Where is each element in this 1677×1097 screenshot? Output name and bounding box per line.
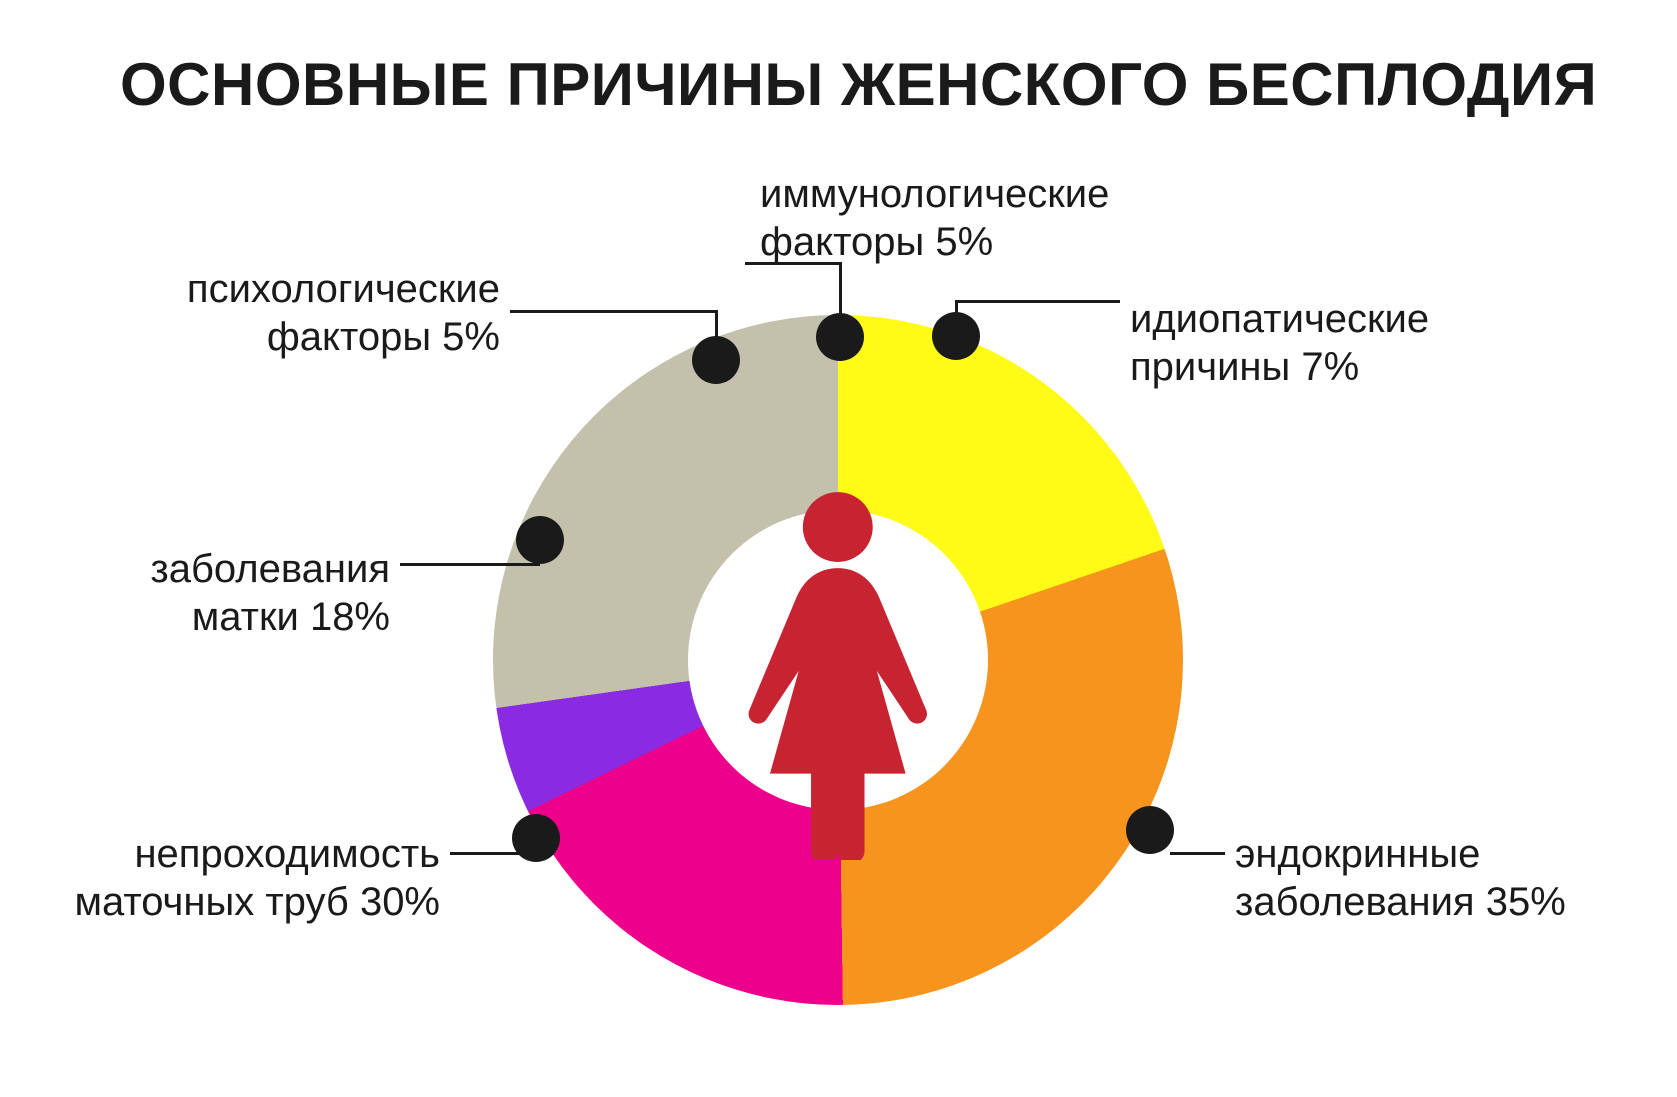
leader-dot [932, 312, 980, 360]
slice-label-tubal: непроходимостьматочных труб 30% [74, 830, 440, 926]
leader-dot [1126, 806, 1174, 854]
leader-dot [512, 814, 560, 862]
leader-line [400, 563, 540, 566]
leader-line [955, 300, 1120, 303]
woman-icon [735, 490, 941, 860]
leader-dot [516, 516, 564, 564]
leader-dot [816, 313, 864, 361]
slice-label-uterine: заболеванияматки 18% [150, 545, 390, 641]
slice-label-psych: психологическиефакторы 5% [187, 265, 500, 361]
leader-line [510, 310, 716, 313]
leader-line [1170, 852, 1225, 855]
leader-dot [692, 336, 740, 384]
page-title: ОСНОВНЫЕ ПРИЧИНЫ ЖЕНСКОГО БЕСПЛОДИЯ [120, 50, 1597, 119]
slice-label-endocrine: эндокринныезаболевания 35% [1235, 830, 1566, 926]
slice-label-immuno: иммунологическиефакторы 5% [760, 170, 1109, 266]
slice-label-idiopathic: идиопатическиепричины 7% [1130, 295, 1429, 391]
infographic-stage: ОСНОВНЫЕ ПРИЧИНЫ ЖЕНСКОГО БЕСПЛОДИЯ идио… [0, 0, 1677, 1097]
